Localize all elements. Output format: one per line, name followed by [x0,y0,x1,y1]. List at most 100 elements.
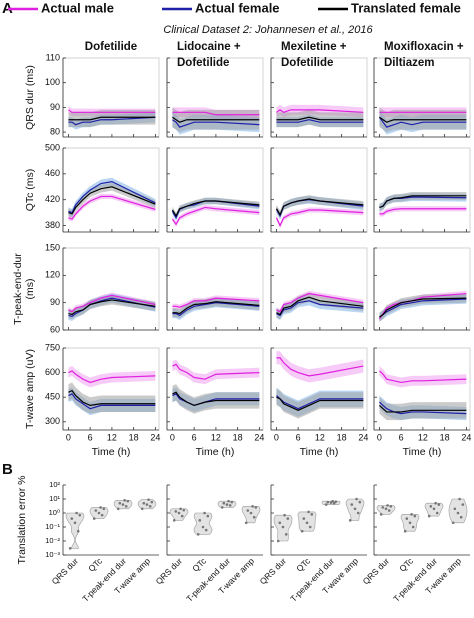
line [379,208,467,215]
band [172,297,260,319]
data-point [456,511,460,515]
y-tick-label: 460 [45,168,60,178]
data-point [179,507,182,511]
x-tick-label: 0 [377,432,382,442]
band [379,191,467,212]
data-point [434,501,437,505]
column-title: Mexiletine + [281,41,347,53]
plot-area [379,191,467,217]
panel-label: A [2,0,13,17]
data-point [204,528,208,532]
data-point [283,513,286,517]
x-tick-label: 18 [129,432,139,442]
x-tick-label: 24 [461,432,471,442]
line [172,302,260,317]
x-axis-label: Time (h) [92,446,131,458]
x-tick-label: 24 [150,432,160,442]
line [68,180,156,214]
y-tick-label: 60 [50,324,60,334]
plot-area [172,359,260,414]
line [68,294,156,313]
line [172,391,260,407]
line [379,370,467,384]
data-point [453,507,457,511]
y-tick-label: 10² [49,480,60,489]
violin [241,506,261,524]
data-point [348,519,352,522]
data-point [147,498,150,501]
line [172,301,260,315]
band [379,397,467,421]
data-point [99,506,102,509]
data-point [177,511,181,515]
data-point [145,503,149,506]
line [68,370,156,384]
violin [448,498,468,524]
y-tick-label: 90 [50,102,60,112]
band [68,382,156,414]
band [68,177,156,217]
x-tick-label: 0 [274,432,279,442]
x-tick-label: 12 [107,432,117,442]
data-point [78,513,82,517]
line [275,198,364,216]
data-point [182,508,186,512]
x-tick-label: QRS dur [258,556,289,587]
data-point [76,529,80,533]
data-point [429,505,433,508]
data-point [73,521,77,525]
band [68,109,156,128]
data-point [228,504,232,507]
line [379,404,467,413]
data-point [326,500,330,504]
plot-area [68,366,156,416]
x-tick-label: QTc [190,555,208,573]
x-axis-label: Time (h) [300,446,339,458]
data-point [227,499,230,503]
column-title: Lidocaine + [177,41,241,53]
data-point [427,514,431,518]
y-tick-label: 10⁻¹ [45,522,60,531]
line [68,109,156,113]
band [276,351,364,383]
data-point [305,521,309,525]
subtitle: Clinical Dataset 2: Johannesen et al., 2… [163,24,373,36]
data-point [201,525,205,529]
data-point [310,513,314,516]
plot-area [68,106,156,130]
data-point [70,517,74,520]
x-tick-label: 6 [399,432,404,442]
y-tick-label: 600 [45,367,60,377]
data-point [324,503,328,506]
line [276,296,364,316]
line [68,393,156,410]
line [379,401,467,415]
panel-label: B [2,461,13,478]
line [276,116,364,121]
plot-area [378,107,467,135]
data-point [203,511,206,515]
y-axis-label: QTc (ms) [24,169,36,212]
data-point [350,503,354,506]
plot-area [276,104,364,128]
y-axis-label: T-wave amp (uV) [24,349,36,429]
y-axis-label: QRS dur (ms) [24,65,36,130]
data-point [118,501,122,505]
data-point [410,513,413,516]
y-tick-label: 120 [45,270,60,280]
data-point [206,514,210,518]
y-tick-label: 500 [45,142,60,152]
data-point [334,500,338,503]
data-point [408,521,412,525]
x-tick-label: QTc [294,555,312,573]
violin [169,508,189,521]
y-tick-label: 300 [45,416,60,426]
x-tick-label: QRS dur [361,556,392,587]
line [276,396,364,411]
data-point [75,511,78,515]
data-point [437,503,441,506]
data-point [126,499,130,503]
data-point [432,507,436,511]
x-tick-label: 6 [88,432,93,442]
line [68,116,156,121]
